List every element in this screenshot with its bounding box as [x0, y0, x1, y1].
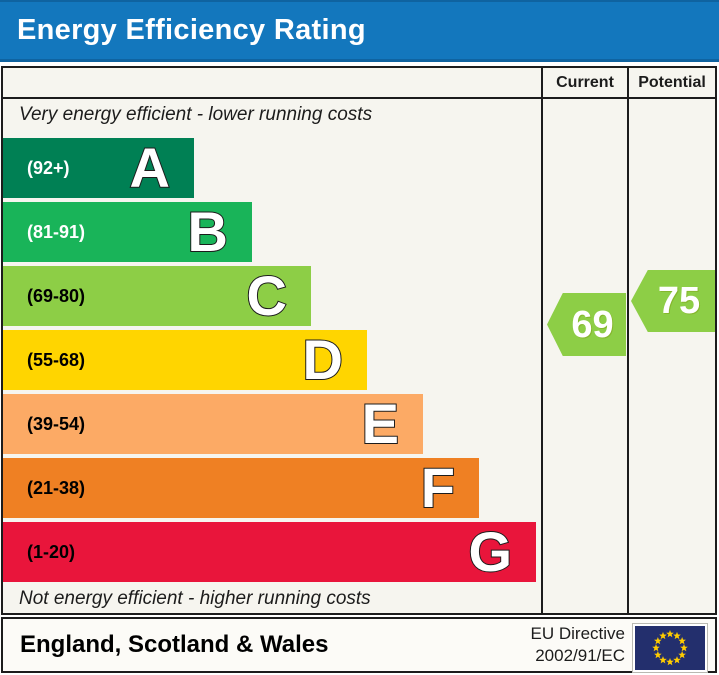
header-divider: [3, 97, 715, 99]
current-column-header: Current: [556, 73, 614, 91]
band-d-letter: D: [302, 328, 344, 391]
current-rating-arrow: 69: [547, 293, 626, 356]
band-e-range: (39-54): [27, 413, 86, 434]
eu-directive-line1: EU Directive: [530, 623, 625, 643]
potential-column-header: Potential: [638, 73, 706, 91]
band-c-range: (69-80): [27, 285, 86, 306]
note-very-efficient: Very energy efficient - lower running co…: [19, 104, 373, 125]
potential-rating-arrow: 75: [631, 270, 715, 332]
rating-table: Current Potential Very energy efficient …: [1, 66, 717, 615]
band-f-range: (21-38): [27, 477, 86, 498]
band-b: (81-91) B: [3, 202, 252, 262]
eu-flag-icon: [632, 623, 708, 673]
eu-directive-line2: 2002/91/EC: [535, 646, 625, 665]
band-g-letter: G: [467, 520, 513, 583]
band-g: (1-20) G: [3, 522, 536, 582]
column-divider-potential: [627, 68, 629, 613]
current-rating-value: 69: [571, 303, 614, 346]
band-f-letter: F: [420, 456, 456, 519]
page-title: Energy Efficiency Rating: [17, 14, 366, 46]
band-g-range: (1-20): [27, 541, 76, 562]
band-a-letter: A: [129, 136, 171, 199]
rating-bands: (92+) A (81-91) B (69-80) C (55-68) D (3…: [3, 138, 541, 586]
band-b-letter: B: [187, 200, 229, 263]
band-c-letter: C: [246, 264, 288, 327]
eu-directive-label: EU Directive 2002/91/EC: [531, 623, 625, 667]
footer: England, Scotland & Wales EU Directive 2…: [1, 617, 717, 673]
band-a: (92+) A: [3, 138, 194, 198]
region-label: England, Scotland & Wales: [20, 631, 329, 658]
band-d: (55-68) D: [3, 330, 367, 390]
band-d-range: (55-68): [27, 349, 86, 370]
band-b-range: (81-91): [27, 221, 86, 242]
band-c: (69-80) C: [3, 266, 311, 326]
potential-rating-value: 75: [657, 280, 701, 322]
band-e: (39-54) E: [3, 394, 423, 454]
band-e-letter: E: [361, 392, 400, 455]
band-f: (21-38) F: [3, 458, 479, 518]
note-not-efficient: Not energy efficient - higher running co…: [19, 588, 371, 609]
column-divider-current: [541, 68, 543, 613]
band-a-range: (92+): [27, 157, 70, 178]
title-bar: Energy Efficiency Rating: [0, 0, 719, 62]
